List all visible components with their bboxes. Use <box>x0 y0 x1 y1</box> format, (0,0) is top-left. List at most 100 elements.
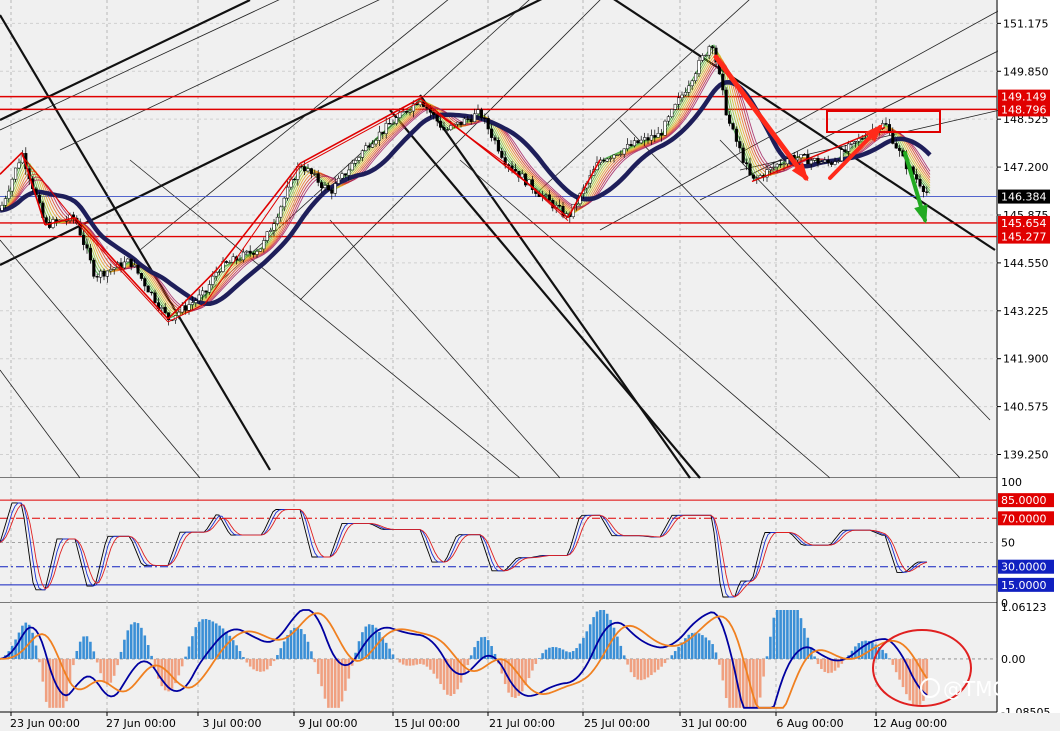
candle-body <box>779 163 783 166</box>
macd-histogram-bar <box>718 658 721 665</box>
macd-histogram-bar <box>157 658 160 679</box>
trendline-thick <box>0 0 543 266</box>
candle-body <box>612 154 616 159</box>
macd-histogram-bar <box>85 636 89 659</box>
macd-histogram-bar <box>344 658 347 691</box>
zigzag-segment <box>167 267 219 320</box>
candle-body <box>153 292 157 303</box>
stoch-level-label: 85.0000 <box>1001 494 1047 507</box>
candle-body <box>884 123 888 125</box>
candle-body <box>197 294 201 301</box>
macd-histogram-bar <box>911 658 915 706</box>
candle-body <box>503 157 507 165</box>
macd-histogram-bar <box>799 618 803 659</box>
macd-histogram-bar <box>673 651 677 659</box>
candle-body <box>139 273 143 279</box>
macd-histogram-bar <box>170 658 174 689</box>
macd-histogram-bar <box>755 658 759 708</box>
macd-histogram-bar <box>490 646 493 659</box>
macd-histogram-bar <box>684 638 687 659</box>
macd-histogram-bar <box>123 639 126 659</box>
candle-body <box>605 158 609 162</box>
macd-histogram-bar <box>38 658 41 663</box>
level-tag-bg <box>998 229 1050 244</box>
candle-body <box>687 85 691 93</box>
macd-histogram-bar <box>541 653 544 659</box>
macd-histogram-bar <box>31 632 34 659</box>
macd-histogram-bar <box>561 649 565 659</box>
time-axis-bg <box>0 713 1060 731</box>
candle-body <box>853 140 857 143</box>
macd-histogram-bar <box>269 658 272 666</box>
candle-body <box>544 194 548 196</box>
macd-histogram-bar <box>446 658 449 695</box>
macd-histogram-bar <box>459 658 463 683</box>
macd-histogram-bar <box>609 619 612 659</box>
macd-histogram-bar <box>473 647 476 659</box>
candle-body <box>44 217 48 223</box>
pane-backgrounds <box>0 0 998 713</box>
candle-body <box>374 140 378 145</box>
price-tick-label: 147.200 <box>1003 161 1049 174</box>
macd-histogram-bar <box>133 622 136 659</box>
candle-body <box>160 307 164 310</box>
macd-histogram-bar <box>391 654 395 659</box>
macd-histogram-bar <box>527 658 531 679</box>
candle-body <box>360 150 364 158</box>
candle-body <box>245 250 249 253</box>
candle-body <box>476 109 480 115</box>
candle-body <box>728 114 732 124</box>
macd-histogram-bar <box>388 648 391 659</box>
macd-tick-label: 0.00 <box>1001 653 1026 666</box>
macd-histogram-bar <box>639 658 643 681</box>
macd-histogram-bar <box>820 658 823 670</box>
candle-body <box>224 261 228 263</box>
candle-body <box>126 258 130 263</box>
macd-histogram-bar <box>629 658 633 673</box>
macd-histogram-bar <box>565 651 568 659</box>
macd-histogram-bar <box>65 658 68 702</box>
macd-histogram-bar <box>558 648 561 659</box>
zigzag-segment <box>419 100 506 164</box>
candle-body <box>826 159 830 163</box>
macd-histogram-bar <box>510 658 514 698</box>
candle-body <box>653 135 657 138</box>
candle-body <box>724 89 728 116</box>
macd-histogram-bar <box>320 658 323 687</box>
candle-body <box>520 173 524 178</box>
price-tick-label: 151.175 <box>1003 17 1049 30</box>
candle-body <box>330 189 334 194</box>
trendline-thick <box>389 109 701 479</box>
candle-body <box>704 54 708 57</box>
time-axis: 23 Jun 00:00 27 Jun 00:00 3 Jul 00:00 9 Jul… <box>0 712 1060 731</box>
macd-histogram-bar <box>92 651 96 659</box>
trendline-thin <box>459 159 831 479</box>
macd-histogram-bar <box>143 635 147 659</box>
macd-histogram-bar <box>184 656 187 659</box>
macd-histogram-bar <box>361 632 364 659</box>
price-tick-label: 149.850 <box>1003 65 1049 78</box>
watermark: @TMGM <box>920 677 1025 701</box>
macd-histogram-bar <box>680 642 684 659</box>
macd-histogram-bar <box>27 624 31 659</box>
macd-histogram-bar <box>616 636 619 659</box>
macd-histogram-bar <box>109 658 113 683</box>
macd-histogram-bar <box>347 658 351 679</box>
trendline-thin <box>599 9 1001 231</box>
macd-histogram-bar <box>646 658 650 678</box>
macd-histogram-bar <box>888 658 891 659</box>
macd-histogram-bar <box>89 641 92 659</box>
macd-histogram-bar <box>752 658 755 708</box>
macd-histogram-bar <box>177 658 181 676</box>
macd-histogram-bar <box>286 635 289 659</box>
ema-ribbon-line <box>0 59 931 313</box>
macd-histogram-bar <box>299 629 303 659</box>
macd-histogram-bar <box>731 658 735 708</box>
candle-body <box>813 158 817 161</box>
candle-body <box>122 261 126 269</box>
candle-body <box>619 153 623 156</box>
candle-body <box>473 113 477 123</box>
time-tick-label: 3 Jul 00:00 <box>203 717 262 730</box>
candle-body <box>303 166 307 172</box>
